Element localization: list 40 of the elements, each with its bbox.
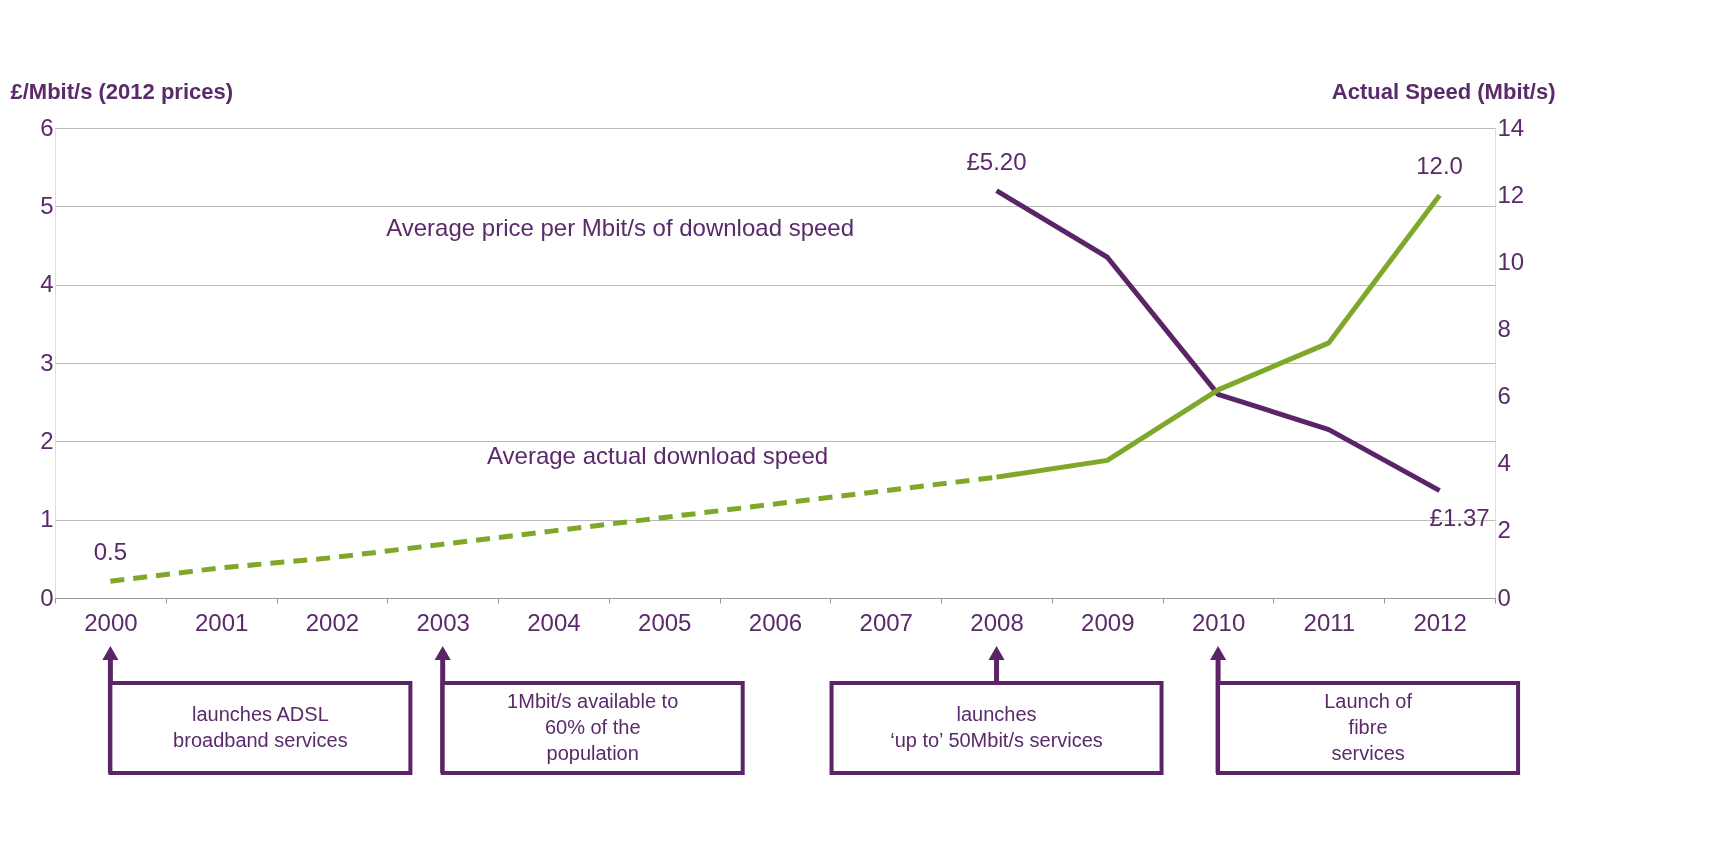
x-tick-label: 2007 [859, 608, 913, 636]
text: launches ‘up to’ 50Mbit/s services [890, 703, 1103, 751]
y2-tick-label: 12 [1497, 180, 1525, 208]
data-label: £1.37 [1429, 503, 1490, 531]
y-tick-label: 5 [40, 191, 54, 219]
y-axis-title: £/Mbit/s (2012 prices) [10, 78, 234, 104]
x-tick-label: 2006 [748, 608, 803, 636]
y2-tick-label: 6 [1497, 382, 1511, 410]
y2-tick-label: 14 [1497, 113, 1525, 141]
x-tick-label: 2012 [1413, 608, 1467, 636]
x-tick-label: 2004 [527, 608, 581, 636]
y2-tick-label: 2 [1497, 516, 1511, 544]
x-tick-label: 2011 [1303, 608, 1356, 636]
y2-tick-label: 8 [1497, 314, 1511, 342]
x-tick-label: 2003 [416, 608, 470, 636]
annotation: Average actual download speed [487, 442, 829, 469]
x-tick-label: 2010 [1191, 608, 1246, 636]
x-tick-label: 2009 [1081, 608, 1135, 636]
y-tick-label: 0 [40, 583, 54, 611]
x-tick-label: 2002 [305, 608, 360, 636]
y2-tick-label: 4 [1497, 449, 1511, 477]
x-tick-label: 2000 [84, 608, 138, 636]
y2-tick-label: 0 [1497, 583, 1511, 611]
text: 1Mbit/s available to 60% of the population [507, 690, 679, 764]
x-tick-label: 2005 [638, 608, 692, 636]
text: Launch of fibre services [1324, 690, 1413, 764]
data-label: £5.20 [966, 147, 1027, 175]
text: launches ADSL broadband services [173, 703, 348, 751]
y-tick-label: 6 [40, 113, 54, 141]
data-label: 0.5 [93, 538, 128, 566]
x-tick-label: 2008 [970, 608, 1024, 636]
y-tick-label: 2 [40, 426, 54, 454]
y-tick-label: 4 [40, 270, 54, 298]
y2-tick-label: 10 [1497, 247, 1525, 275]
annotation: Average price per Mbit/s of download speed [386, 214, 855, 242]
data-label: 12.0 [1416, 152, 1463, 180]
y-tick-label: 3 [40, 348, 54, 376]
y-tick-label: 1 [40, 505, 54, 533]
x-tick-label: 2001 [194, 608, 249, 636]
y2-axis-title: Actual Speed (Mbit/s) [1331, 78, 1556, 104]
